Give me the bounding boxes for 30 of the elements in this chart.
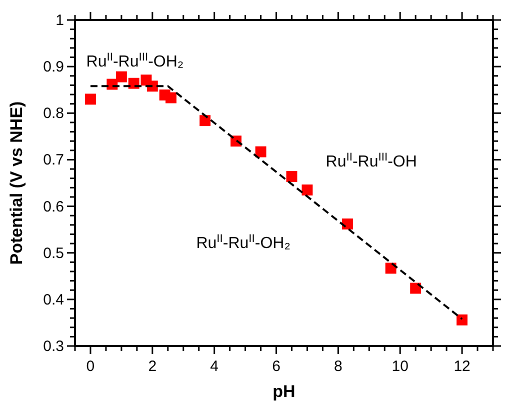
y-tick-label: 0.5	[43, 244, 64, 262]
y-axis-title: Potential (V vs NHE)	[7, 101, 26, 265]
y-tick-label: 0.6	[43, 198, 64, 216]
x-axis-title: pH	[272, 382, 296, 401]
x-tick-label: 10	[392, 358, 408, 375]
y-tick-label: 0.8	[43, 105, 64, 122]
point	[85, 94, 96, 105]
x-tick-label: 12	[454, 358, 470, 375]
point	[302, 184, 313, 196]
point	[286, 171, 298, 182]
x-tick-label: 0	[86, 358, 95, 375]
y-tick-label: 1	[56, 12, 64, 29]
point	[456, 314, 468, 326]
x-tick-label: 6	[272, 358, 280, 375]
annotation: Ru$^{II}$-Ru$^{III}$-OH₂	[86, 52, 184, 71]
point	[255, 146, 266, 158]
y-tick-label: 0.3	[43, 338, 64, 355]
point	[116, 71, 127, 82]
x-tick-label: 2	[148, 358, 157, 375]
y-tick-label: 0.7	[43, 152, 64, 169]
x-tick-label: 4	[210, 358, 219, 375]
x-tick-label: 8	[334, 358, 342, 375]
annotation: Ru$^{II}$-Ru$^{III}$-OH	[326, 152, 417, 171]
point	[166, 92, 176, 104]
y-tick-label: 0.4	[43, 291, 64, 308]
point	[385, 262, 396, 274]
point	[200, 115, 211, 126]
y-tick-label: 0.9	[43, 58, 64, 76]
annotation: Ru$^{II}$-Ru$^{II}$-OH₂	[196, 233, 290, 252]
point	[342, 218, 353, 230]
